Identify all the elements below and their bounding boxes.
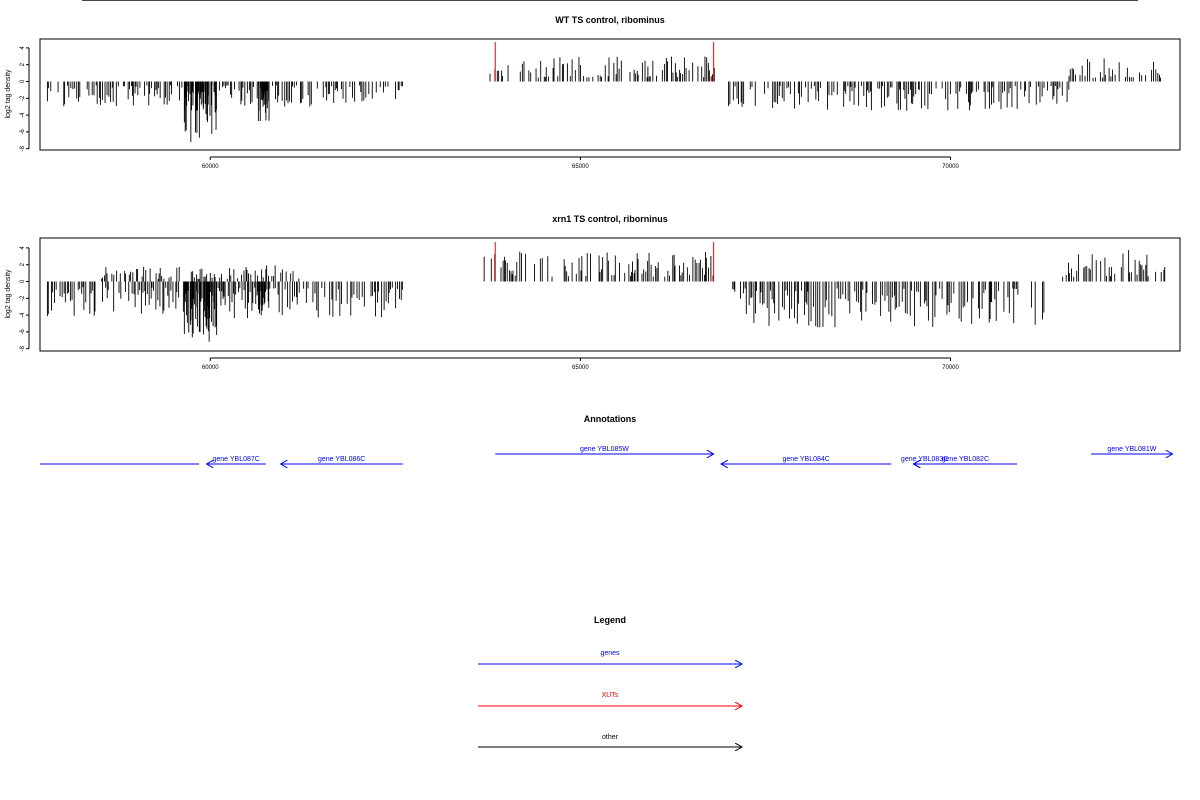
y-tick-label: -4 bbox=[20, 312, 26, 318]
y-axis: -8 -6 -4 -2 0 2 4 bbox=[20, 46, 30, 151]
gene-label: gene YBL087C bbox=[212, 456, 259, 463]
x-tick-label: 70000 bbox=[942, 365, 959, 371]
y-tick-label: 0 bbox=[20, 279, 26, 283]
y-tick-label: 4 bbox=[20, 46, 26, 50]
y-tick-label: 0 bbox=[20, 79, 26, 83]
gene-arrows: gene YBL087C gene YBL086C gene YBL085W gene… bbox=[40, 446, 1173, 464]
gene-label: gene YBL082C bbox=[942, 456, 989, 463]
xut-markers bbox=[494, 42, 715, 82]
y-tick-label: -6 bbox=[20, 329, 26, 335]
x-tick-label: 65000 bbox=[572, 365, 589, 371]
legend-item-other: other bbox=[478, 734, 742, 747]
x-tick-label: 65000 bbox=[572, 164, 589, 170]
gene-label: gene YBL085W bbox=[580, 446, 629, 453]
legend: Legend genes XUTs other bbox=[478, 615, 742, 747]
y-tick-label: -2 bbox=[20, 295, 26, 301]
gene-label: gene YBL083C bbox=[901, 456, 948, 463]
x-axis: 60000 65000 70000 bbox=[202, 357, 960, 371]
plot-frame bbox=[39, 237, 1181, 352]
y-tick-label: -8 bbox=[20, 145, 26, 151]
density-bars bbox=[46, 56, 1161, 142]
y-axis-label: log2 tag density bbox=[5, 69, 12, 119]
gene-annotation: gene YBL084C bbox=[721, 456, 892, 464]
y-tick-label: 2 bbox=[20, 62, 26, 66]
xut-markers bbox=[494, 242, 715, 282]
density-bars bbox=[46, 250, 1166, 342]
xrn1-density-panel: xrn1 TS control, riborninus log2 tag den… bbox=[5, 0, 1181, 371]
x-tick-label: 70000 bbox=[942, 164, 959, 170]
x-tick-label: 60000 bbox=[202, 164, 219, 170]
gene-annotation: gene YBL082C bbox=[914, 456, 1018, 464]
annotations-title: Annotations bbox=[584, 414, 637, 424]
gene-label: gene YBL084C bbox=[782, 456, 829, 463]
gene-annotation: gene YBL085W bbox=[495, 446, 713, 454]
y-tick-label: -8 bbox=[20, 345, 26, 351]
legend-item-genes: genes bbox=[478, 650, 742, 664]
y-tick-label: -6 bbox=[20, 129, 26, 135]
gene-annotation: gene YBL081W bbox=[1091, 446, 1172, 454]
y-axis-label: log2 tag density bbox=[5, 269, 12, 319]
legend-item-xuts: XUTs bbox=[478, 692, 742, 706]
y-axis: -8 -6 -4 -2 0 2 4 bbox=[20, 246, 30, 351]
y-tick-label: -2 bbox=[20, 95, 26, 101]
legend-label: XUTs bbox=[602, 692, 619, 699]
legend-title: Legend bbox=[594, 615, 626, 625]
gene-annotation: gene YBL087C bbox=[207, 456, 266, 464]
legend-label: genes bbox=[600, 650, 620, 657]
panel-title: WT TS control, ribominus bbox=[555, 15, 665, 25]
wt-density-panel: WT TS control, ribominus log2 tag densit… bbox=[5, 0, 1181, 170]
x-axis: 60000 65000 70000 bbox=[202, 156, 960, 170]
gene-label: gene YBL081W bbox=[1107, 446, 1156, 453]
legend-label: other bbox=[602, 734, 619, 741]
gene-annotation: gene YBL086C bbox=[281, 456, 403, 464]
annotations-track: Annotations gene YBL087C gene YBL086Cgene… bbox=[40, 414, 1173, 464]
y-tick-label: 2 bbox=[20, 262, 26, 266]
gene-label: gene YBL086C bbox=[318, 456, 365, 463]
x-tick-label: 60000 bbox=[202, 365, 219, 371]
panel-title: xrn1 TS control, riborninus bbox=[552, 214, 668, 224]
plot-frame bbox=[39, 38, 1181, 151]
y-tick-label: -4 bbox=[20, 112, 26, 118]
y-tick-label: 4 bbox=[20, 246, 26, 250]
